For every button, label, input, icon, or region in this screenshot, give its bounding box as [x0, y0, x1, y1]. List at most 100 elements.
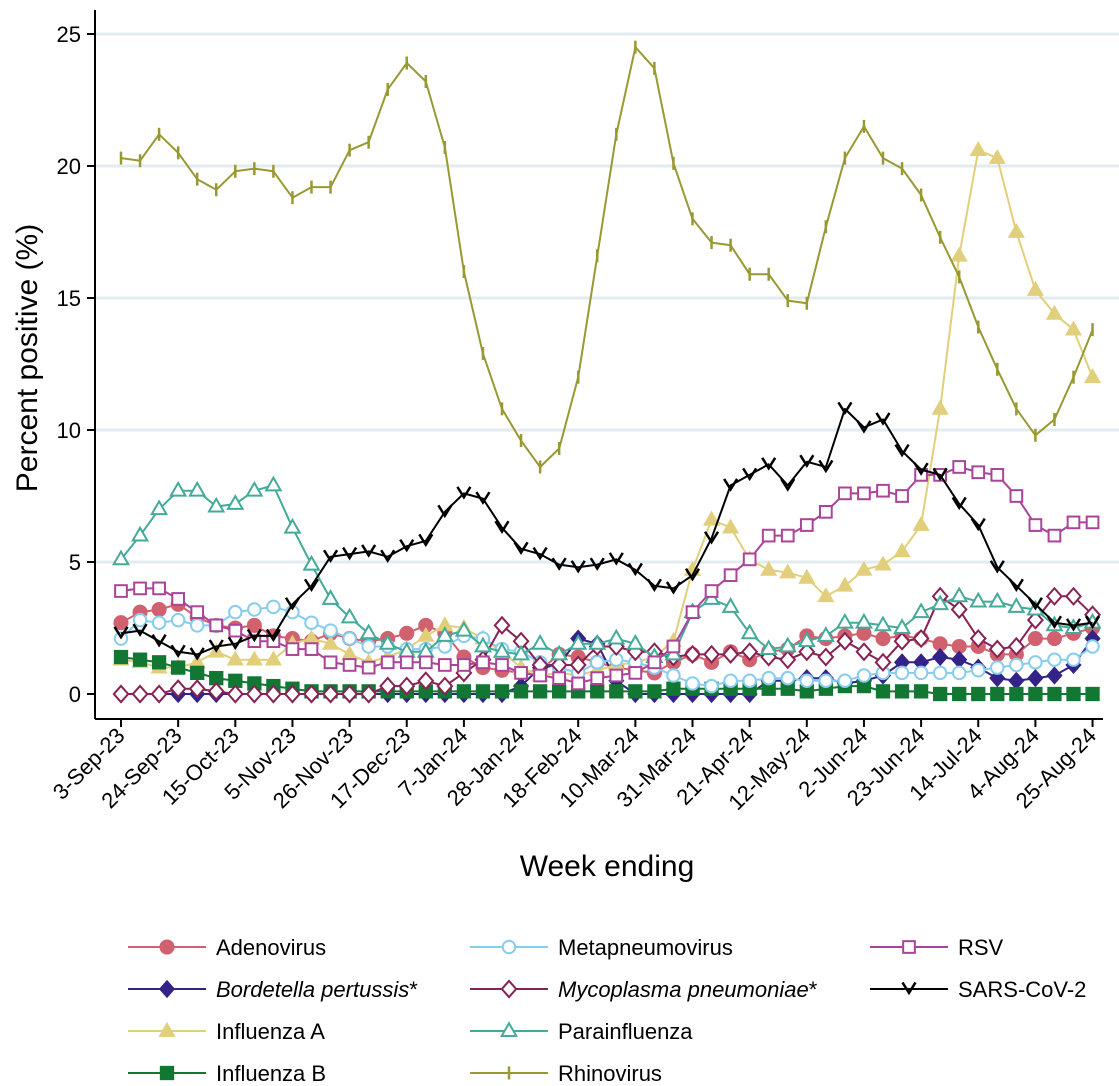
legend-label: Influenza A	[216, 1019, 325, 1044]
data-point	[245, 650, 263, 666]
data-point	[342, 658, 357, 672]
data-point	[158, 979, 176, 999]
data-point	[361, 639, 376, 654]
data-point	[500, 979, 518, 999]
data-point	[799, 518, 814, 532]
data-point	[646, 578, 662, 593]
data-point	[131, 684, 149, 704]
data-point	[399, 625, 415, 641]
data-point	[302, 629, 321, 645]
data-point	[512, 644, 531, 661]
data-point	[779, 650, 797, 670]
data-point	[456, 486, 472, 500]
data-point	[1026, 610, 1044, 630]
data-point	[399, 655, 414, 670]
data-point	[418, 655, 433, 670]
data-point	[741, 642, 759, 662]
series-line	[120, 656, 1093, 695]
data-point	[1066, 686, 1081, 702]
x-axis-title: Week ending	[520, 850, 695, 883]
data-point	[894, 443, 910, 458]
legend-label: Adenovirus	[216, 935, 326, 960]
data-point	[228, 673, 243, 688]
data-point	[151, 655, 167, 670]
data-point	[493, 615, 511, 635]
data-point	[989, 560, 1005, 574]
data-point	[817, 647, 835, 667]
data-point	[895, 489, 909, 503]
data-point	[875, 684, 891, 699]
y-tick-label: 15	[57, 286, 81, 311]
data-point	[779, 563, 797, 579]
data-point	[321, 634, 340, 650]
data-point	[133, 581, 147, 596]
data-point	[495, 658, 509, 672]
data-point	[361, 544, 377, 558]
data-point	[626, 634, 645, 650]
data-point	[902, 940, 916, 954]
data-point	[322, 549, 339, 563]
data-point	[359, 623, 378, 640]
data-point	[342, 546, 358, 561]
data-point	[189, 647, 205, 661]
data-point	[188, 653, 206, 669]
data-point	[1027, 597, 1043, 611]
data-point	[360, 684, 378, 704]
data-point	[627, 562, 643, 577]
data-point	[666, 681, 681, 696]
data-point	[245, 684, 263, 704]
data-point	[302, 554, 321, 571]
data-point	[913, 684, 929, 699]
data-point	[969, 141, 987, 157]
data-point	[761, 681, 776, 696]
data-point	[1064, 320, 1083, 336]
data-point	[818, 673, 834, 689]
data-point	[721, 597, 740, 613]
data-point	[835, 612, 854, 629]
data-point	[1028, 686, 1043, 702]
data-point	[437, 639, 453, 654]
data-point	[247, 676, 262, 691]
data-point	[322, 684, 340, 704]
data-point	[284, 597, 301, 611]
data-point	[875, 631, 891, 647]
data-point	[913, 665, 929, 681]
data-point	[1065, 586, 1082, 606]
y-tick-label: 5	[69, 550, 81, 575]
data-point	[837, 401, 853, 416]
data-point	[513, 684, 529, 699]
data-point	[569, 655, 587, 675]
legend-label: Mycoplasma pneumoniae*	[558, 977, 818, 1002]
data-point	[970, 517, 986, 532]
data-point	[704, 678, 719, 694]
data-point	[418, 684, 433, 699]
grid-lines	[96, 32, 1119, 564]
data-point	[378, 634, 397, 650]
data-point	[1085, 639, 1100, 654]
data-point	[609, 668, 624, 683]
series-line	[120, 46, 1094, 468]
series-line	[120, 603, 1093, 674]
data-point	[228, 623, 243, 638]
data-point	[723, 673, 738, 689]
data-point	[1046, 615, 1063, 629]
data-point	[132, 612, 148, 628]
data-point	[704, 584, 719, 598]
data-point	[702, 510, 721, 526]
data-point	[188, 679, 206, 699]
data-point	[933, 686, 948, 702]
data-point	[722, 518, 740, 534]
data-point	[854, 612, 873, 629]
data-point	[838, 486, 852, 501]
data-point	[265, 628, 281, 643]
data-point	[893, 631, 911, 651]
data-point	[855, 560, 873, 576]
data-point	[703, 644, 721, 664]
data-point	[952, 686, 967, 702]
data-point	[590, 671, 605, 686]
series-layer	[111, 40, 1102, 704]
data-point	[264, 684, 282, 704]
legend-label: Influenza B	[216, 1061, 326, 1086]
data-point	[533, 668, 547, 683]
